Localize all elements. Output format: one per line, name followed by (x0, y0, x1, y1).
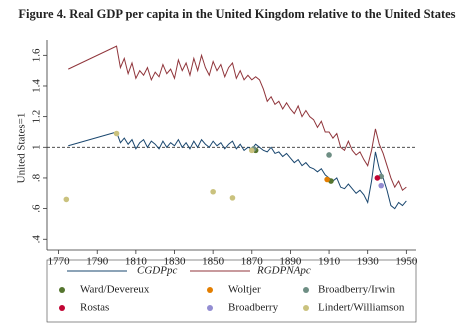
legend-label: Broadberry (228, 302, 279, 314)
legend-swatch (207, 305, 213, 311)
legend-label: Broadberry/Irwin (318, 284, 395, 296)
x-tick-label: 1870 (241, 256, 264, 268)
data-point (378, 182, 385, 189)
x-tick-label: 1950 (395, 256, 418, 268)
legend-swatch (59, 305, 65, 311)
legend-swatch (303, 287, 309, 293)
x-tick-label: 1770 (48, 256, 71, 268)
data-point (63, 196, 70, 203)
data-point (326, 152, 332, 158)
y-axis-label: United States=1 (16, 113, 28, 184)
y-tick-label: .8 (31, 173, 43, 182)
legend-box (46, 259, 417, 323)
y-tick-label: 1 (31, 145, 43, 151)
y-tick-label: 1.2 (31, 110, 43, 124)
legend-label: Ward/Devereux (80, 284, 150, 296)
legend-swatch (207, 287, 213, 293)
data-point (374, 175, 381, 181)
line-series (68, 131, 407, 210)
legend-label: RGDPNApc (256, 265, 311, 277)
legend-label: Rostas (80, 302, 109, 314)
x-tick-label: 1850 (202, 256, 225, 268)
chart-title: Figure 4. Real GDP per capita in the Uni… (18, 7, 455, 21)
x-tick-label: 1790 (86, 256, 109, 268)
data-point (248, 147, 255, 154)
legend-label: CGDPpc (137, 265, 177, 277)
legend-label: Lindert/Williamson (318, 302, 405, 314)
data-point (113, 130, 120, 137)
x-tick-label: 1930 (357, 256, 380, 268)
x-tick-label: 1910 (318, 256, 341, 268)
data-point (324, 176, 330, 183)
legend-swatch (59, 287, 65, 293)
x-tick-label: 1830 (164, 256, 187, 268)
y-tick-label: 1.6 (31, 48, 43, 62)
y-tick-label: .6 (31, 204, 43, 213)
data-point (229, 195, 236, 201)
line-series (68, 45, 407, 192)
y-tick-label: 1.4 (31, 79, 43, 93)
x-tick-label: 1810 (125, 256, 148, 268)
legend-label: Woltjer (228, 284, 261, 296)
y-tick-label: .4 (31, 235, 43, 244)
legend-swatch (303, 305, 309, 311)
x-tick-label: 1890 (279, 256, 302, 268)
data-point (210, 188, 216, 195)
